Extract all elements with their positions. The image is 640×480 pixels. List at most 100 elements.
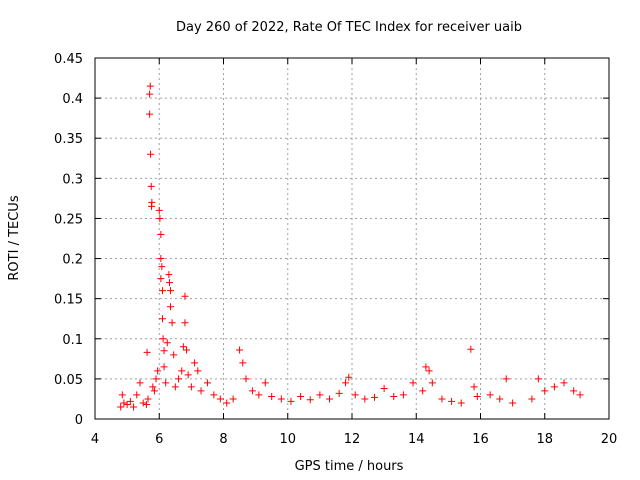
data-point [158, 263, 166, 271]
data-point [248, 387, 256, 395]
data-point [242, 375, 250, 383]
data-point [175, 375, 183, 383]
x-tick-label: 18 [536, 432, 553, 447]
data-point [136, 379, 144, 387]
data-point [194, 367, 202, 375]
chart-title: Day 260 of 2022, Rate Of TEC Index for r… [176, 20, 522, 35]
data-point [144, 395, 152, 403]
data-point [191, 359, 199, 367]
data-point [165, 271, 173, 279]
data-point [528, 395, 536, 403]
data-point [210, 391, 218, 399]
x-tick-label: 6 [155, 432, 163, 447]
y-tick-label: 0.25 [54, 212, 83, 227]
data-point [345, 373, 353, 381]
data-point [130, 403, 138, 411]
data-point [139, 399, 147, 407]
data-point [181, 319, 189, 327]
data-point [326, 395, 334, 403]
data-point [170, 351, 178, 359]
data-point [261, 379, 269, 387]
data-point [255, 391, 263, 399]
y-tick-label: 0 [75, 413, 83, 428]
y-tick-label: 0.2 [62, 253, 83, 268]
x-axis-label: GPS time / hours [295, 459, 404, 474]
data-point [152, 375, 160, 383]
axis-ticks: 4 6 8 10 12 14 16 18 20 0 0.05 0.1 0.15 0.2 0.25 0.3 0.3… [54, 52, 617, 447]
data-point [168, 319, 176, 327]
data-point [117, 403, 125, 411]
y-axis-label: ROTI / TECUs [7, 195, 22, 280]
data-point [187, 383, 195, 391]
data-point [166, 287, 174, 295]
y-tick-label: 0.4 [62, 92, 83, 107]
data-point [438, 395, 446, 403]
data-point [316, 391, 324, 399]
data-point [470, 383, 478, 391]
data-point [306, 396, 314, 404]
data-points [117, 82, 584, 411]
data-point [425, 367, 433, 375]
data-point [509, 399, 517, 407]
data-point [448, 397, 456, 405]
data-point [361, 395, 369, 403]
data-point [390, 393, 398, 401]
data-point [428, 379, 436, 387]
data-point [422, 363, 430, 371]
data-point [147, 182, 155, 190]
data-point [419, 387, 427, 395]
data-point [236, 346, 244, 354]
data-point [157, 255, 165, 263]
data-point [351, 391, 359, 399]
y-tick-label: 0.35 [54, 132, 83, 147]
data-point [154, 367, 162, 375]
data-point [181, 292, 189, 300]
data-point [155, 206, 163, 214]
data-point [123, 401, 131, 409]
data-point [149, 383, 157, 391]
data-point [467, 345, 475, 353]
data-point [142, 401, 150, 409]
data-point [409, 379, 417, 387]
data-point [143, 348, 151, 356]
data-point [178, 367, 186, 375]
data-point [120, 399, 128, 407]
data-point [171, 383, 179, 391]
data-point [576, 391, 584, 399]
data-point [150, 387, 158, 395]
data-point [541, 387, 549, 395]
x-tick-label: 12 [344, 432, 361, 447]
data-point [118, 391, 126, 399]
data-point [560, 379, 568, 387]
data-point [570, 387, 578, 395]
data-point [550, 383, 558, 391]
data-point [166, 279, 174, 287]
x-tick-label: 16 [472, 432, 489, 447]
y-tick-label: 0.45 [54, 52, 83, 67]
y-tick-label: 0.05 [54, 373, 83, 388]
data-point [457, 399, 465, 407]
data-point [216, 395, 224, 403]
x-tick-label: 8 [219, 432, 227, 447]
data-point [148, 202, 156, 210]
data-point [223, 399, 231, 407]
data-point [229, 395, 237, 403]
data-point [166, 303, 174, 311]
gridlines [95, 58, 609, 419]
data-point [496, 395, 504, 403]
data-point [160, 347, 168, 355]
data-point [133, 391, 141, 399]
data-point [159, 335, 167, 343]
data-point [163, 339, 171, 347]
data-point [183, 346, 191, 354]
data-point [160, 363, 168, 371]
data-point [197, 387, 205, 395]
data-point [157, 275, 165, 283]
data-point [502, 375, 510, 383]
data-point [473, 393, 481, 401]
data-point [147, 150, 155, 158]
y-tick-label: 0.15 [54, 293, 83, 308]
data-point [277, 395, 285, 403]
